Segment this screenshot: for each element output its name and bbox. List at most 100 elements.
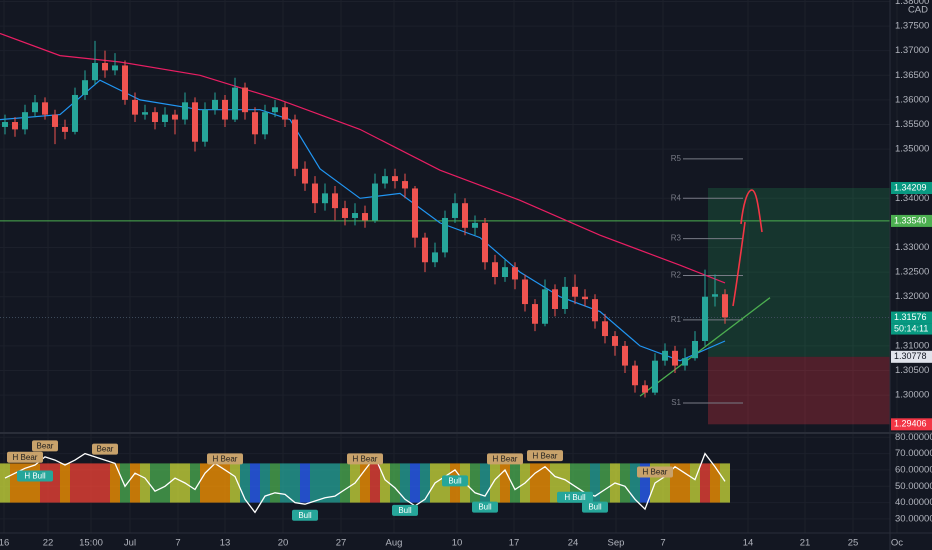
x-tick-label: Oc <box>891 538 903 549</box>
annotation-label: Bull <box>478 503 492 512</box>
candle-body <box>682 358 688 366</box>
heatmap-column <box>330 463 340 503</box>
heatmap-column <box>660 463 670 503</box>
x-tick-label: Jul <box>124 538 136 549</box>
target-zone <box>708 188 890 357</box>
x-tick-label: 20 <box>278 538 289 549</box>
candle-layer <box>2 40 728 398</box>
heatmap-column <box>280 463 290 503</box>
candle-body <box>662 350 668 361</box>
candle-body <box>432 252 438 263</box>
candle-body <box>292 119 298 169</box>
x-tick-label: 27 <box>336 538 347 549</box>
y-tick-label: 1.31000 <box>895 340 929 351</box>
heatmap-column <box>700 463 710 503</box>
candle-body <box>322 193 328 204</box>
heatmap-column <box>190 463 200 503</box>
heatmap-column <box>620 463 630 503</box>
candle-body <box>392 176 398 182</box>
heatmap-column <box>680 463 690 503</box>
candle-body <box>422 237 428 263</box>
candle-body <box>532 304 538 324</box>
candle-body <box>692 340 698 359</box>
pivot-label: R2 <box>671 271 682 280</box>
candle-body <box>162 114 168 123</box>
x-tick-label: 24 <box>568 538 579 549</box>
price-tag <box>891 311 932 324</box>
currency-label: CAD <box>908 5 928 16</box>
annotation-badge <box>292 509 318 521</box>
candle-body <box>582 296 588 300</box>
annotation-label: Bull <box>298 511 312 520</box>
y-tick-label: 1.35500 <box>895 119 929 130</box>
candle-body <box>552 289 558 309</box>
annotation-badge <box>92 443 118 455</box>
heatmap-column <box>720 463 730 503</box>
heatmap-column <box>670 463 680 503</box>
candle-body <box>722 294 728 318</box>
candle-body <box>472 222 478 228</box>
moving-average <box>0 79 726 362</box>
x-tick-label: 14 <box>743 538 754 549</box>
annotation-badge <box>637 466 673 478</box>
candle-body <box>712 294 718 297</box>
pivot-label: R4 <box>671 193 682 202</box>
heatmap-column <box>510 463 520 503</box>
heatmap-column <box>410 463 420 503</box>
y-tick-label: 1.34000 <box>895 193 929 204</box>
price-tag-label: 1.29406 <box>894 419 927 429</box>
trendline <box>639 297 771 397</box>
grid-layer <box>0 0 897 533</box>
y-tick-label: 1.35000 <box>895 144 929 155</box>
x-tick-label: 16 <box>0 538 9 549</box>
pivot-label: R5 <box>671 154 682 163</box>
heatmap-column <box>60 463 70 503</box>
heatmap-column <box>160 463 170 503</box>
heatmap-column <box>110 463 120 503</box>
candle-body <box>202 109 208 142</box>
heatmap-column <box>380 463 390 503</box>
heatmap-column <box>570 463 580 503</box>
price-tag-label: 1.34209 <box>894 182 927 192</box>
heatmap-column <box>420 463 430 503</box>
heatmap-column <box>80 463 90 503</box>
candle-body <box>562 286 568 309</box>
candle-body <box>482 222 488 263</box>
heatmap-column <box>600 463 610 503</box>
heatmap-column <box>70 463 80 503</box>
candle-body <box>122 65 128 100</box>
candle-body <box>362 213 368 221</box>
heatmap-column <box>210 463 220 503</box>
annotation-label: Bear <box>97 445 114 454</box>
heatmap-column <box>710 463 720 503</box>
annotation-badge <box>392 504 418 516</box>
pivot-label: S1 <box>671 398 681 407</box>
candle-body <box>602 321 608 337</box>
annotation-badge <box>7 451 43 463</box>
annotation-badge <box>442 475 468 487</box>
price-tag <box>891 214 932 227</box>
heatmap-column <box>240 463 250 503</box>
candle-body <box>272 107 278 113</box>
candle-body <box>612 336 618 346</box>
heatmap-column <box>10 463 20 503</box>
candle-body <box>232 87 238 120</box>
candle-body <box>702 296 708 341</box>
y-tick-label: 50.00000 <box>895 481 932 492</box>
heatmap-column <box>400 463 410 503</box>
zone-layer <box>708 188 890 425</box>
heatmap-column <box>590 463 600 503</box>
annotation-badge <box>472 501 498 513</box>
price-tag-label: 1.30778 <box>894 351 927 361</box>
y-tick-label: 80.00000 <box>895 432 932 443</box>
y-tick-label: 1.32500 <box>895 267 929 278</box>
annotation-label: H Bear <box>493 455 518 464</box>
candle-body <box>102 62 108 71</box>
candle-body <box>282 107 288 120</box>
heatmap-column <box>220 463 230 503</box>
heatmap-column <box>50 463 60 503</box>
heatmap-column <box>120 463 130 503</box>
candle-body <box>522 279 528 305</box>
heatmap-column <box>340 463 350 503</box>
candle-body <box>32 102 38 113</box>
